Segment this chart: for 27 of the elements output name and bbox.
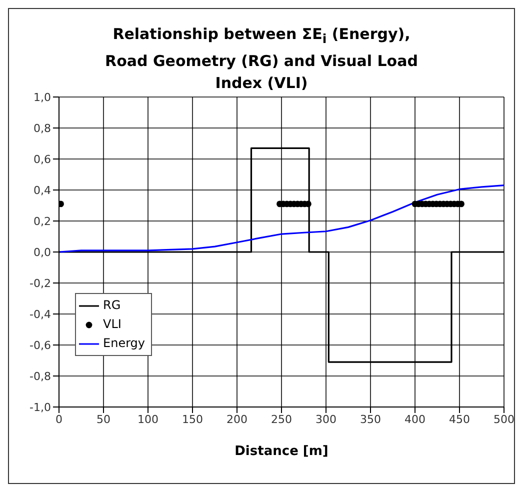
y-tick-label: -0,8 [30, 370, 51, 383]
chart-title: Relationship between ΣE$_{i}$ (Energy), Road Geometry (RG) and Visual Load Index (VLI) [105, 25, 418, 92]
y-tick-label: 0,6 [34, 152, 51, 166]
legend-label: Energy [103, 335, 146, 352]
x-tick-label: 200 [226, 412, 248, 426]
x-tick-label: 0 [56, 412, 62, 426]
y-tick-label: -1,0 [30, 400, 51, 414]
x-tick-label: 300 [316, 412, 336, 426]
y-tick-label: 1,0 [34, 90, 51, 104]
legend-label: RG [103, 297, 121, 314]
y-tick-label: -0,2 [30, 276, 51, 290]
legend-label: VLI [103, 316, 122, 333]
y-tick-label: 0,2 [34, 214, 51, 228]
x-axis-title: Distance [m] [234, 444, 328, 459]
x-tick-label: 250 [271, 412, 292, 426]
x-tick-label: 350 [360, 412, 381, 426]
x-tick-label: 500 [494, 412, 514, 426]
x-tick-label: 100 [138, 412, 158, 426]
y-tick-label: 0,4 [34, 184, 51, 197]
y-tick-label: -0,6 [30, 338, 51, 352]
y-tick-label: 0,0 [34, 246, 51, 259]
x-tick-label: 400 [404, 412, 426, 426]
x-tick-label: 50 [96, 412, 110, 426]
x-tick-label: 150 [182, 412, 203, 426]
x-tick-label: 450 [449, 412, 470, 426]
y-tick-label: 0,8 [34, 122, 51, 135]
y-tick-label: -0,4 [30, 308, 51, 321]
